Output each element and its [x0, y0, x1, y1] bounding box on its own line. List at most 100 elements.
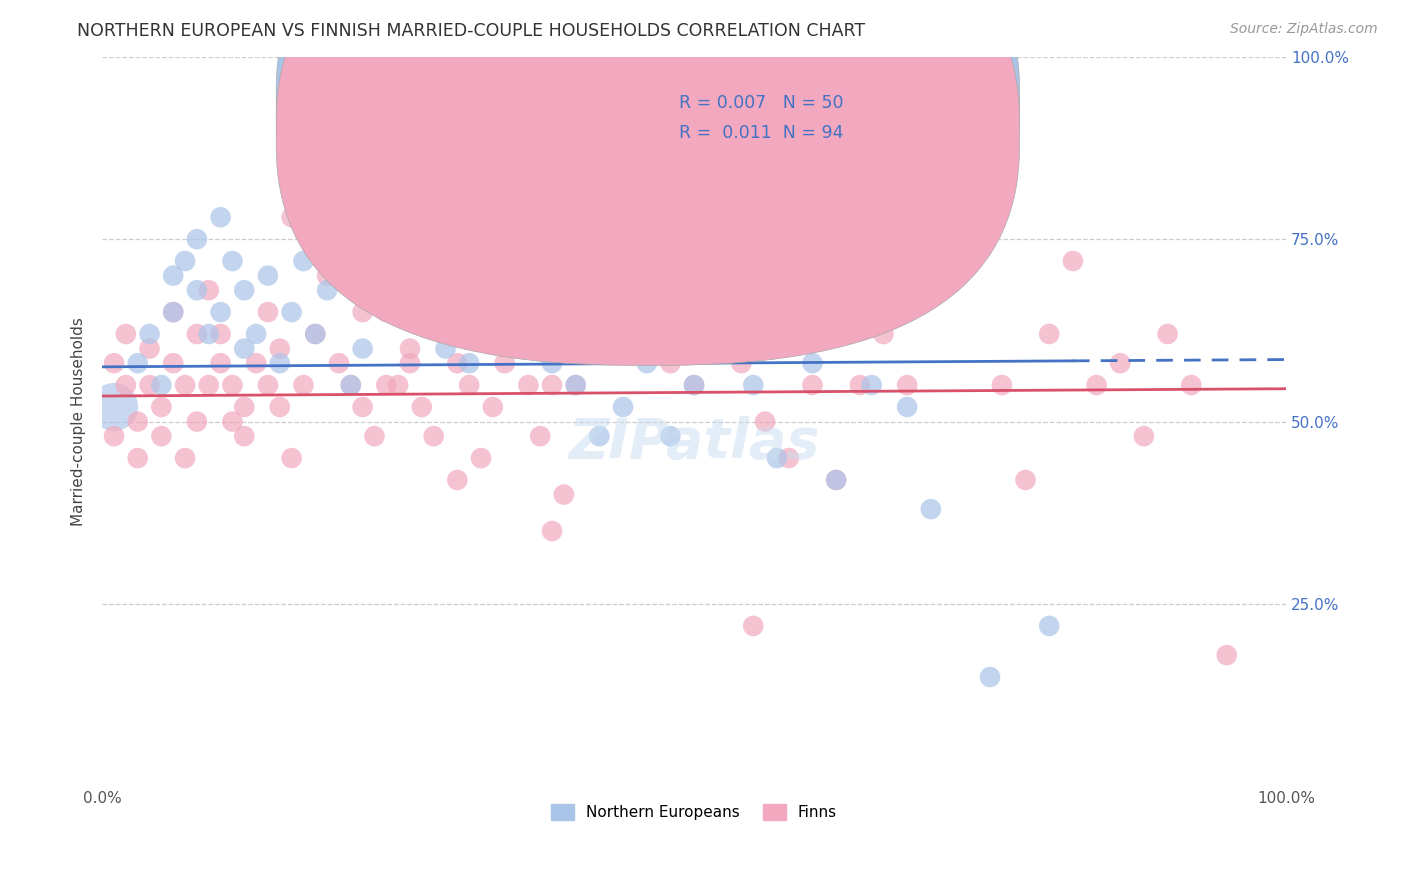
Point [683, 378, 706, 392]
Point [1014, 473, 1036, 487]
Point [517, 342, 540, 356]
Point [979, 670, 1001, 684]
Point [1062, 254, 1084, 268]
Point [564, 378, 586, 392]
Point [446, 254, 468, 268]
Point [352, 342, 374, 356]
Point [612, 400, 634, 414]
Point [233, 400, 256, 414]
Point [411, 400, 433, 414]
Point [411, 305, 433, 319]
Point [197, 283, 219, 297]
Point [778, 451, 800, 466]
Point [340, 108, 363, 122]
Point [399, 342, 422, 356]
Point [280, 305, 302, 319]
Point [446, 356, 468, 370]
Point [103, 400, 125, 414]
Point [458, 356, 481, 370]
Point [186, 415, 208, 429]
Point [659, 429, 682, 443]
Point [494, 326, 516, 341]
Point [304, 326, 326, 341]
Point [801, 378, 824, 392]
Point [304, 326, 326, 341]
Point [209, 326, 232, 341]
Point [1085, 378, 1108, 392]
Point [352, 400, 374, 414]
Point [174, 254, 197, 268]
Point [742, 378, 765, 392]
Text: R = 0.007   N = 50: R = 0.007 N = 50 [679, 94, 844, 112]
Point [209, 211, 232, 225]
Point [636, 254, 658, 268]
Point [612, 283, 634, 297]
Point [269, 356, 291, 370]
Point [245, 326, 267, 341]
Point [920, 502, 942, 516]
Point [103, 356, 125, 370]
Point [1133, 429, 1156, 443]
Point [458, 378, 481, 392]
Point [683, 378, 706, 392]
Point [1156, 326, 1178, 341]
Point [494, 356, 516, 370]
Point [860, 378, 883, 392]
Point [659, 356, 682, 370]
Point [363, 429, 385, 443]
FancyBboxPatch shape [276, 0, 1019, 366]
Point [1109, 356, 1132, 370]
FancyBboxPatch shape [612, 71, 872, 162]
Point [541, 524, 564, 538]
Point [328, 254, 350, 268]
Point [186, 283, 208, 297]
Point [553, 487, 575, 501]
Point [340, 378, 363, 392]
Point [340, 378, 363, 392]
Point [150, 429, 173, 443]
Point [470, 283, 492, 297]
Point [494, 305, 516, 319]
Point [446, 473, 468, 487]
Point [967, 195, 990, 210]
Text: R =  0.011  N = 94: R = 0.011 N = 94 [679, 124, 844, 143]
Point [399, 356, 422, 370]
Point [150, 400, 173, 414]
Point [375, 378, 398, 392]
Point [186, 326, 208, 341]
Text: Source: ZipAtlas.com: Source: ZipAtlas.com [1230, 22, 1378, 37]
Point [588, 429, 610, 443]
Point [943, 232, 966, 246]
Point [588, 326, 610, 341]
Point [991, 378, 1014, 392]
Point [636, 356, 658, 370]
Point [517, 326, 540, 341]
Point [434, 195, 457, 210]
Point [209, 305, 232, 319]
Point [766, 451, 789, 466]
Point [233, 342, 256, 356]
Point [316, 283, 339, 297]
Point [127, 415, 149, 429]
Point [162, 305, 184, 319]
Point [233, 429, 256, 443]
Point [280, 451, 302, 466]
Point [849, 378, 872, 392]
Point [872, 326, 894, 341]
Point [825, 473, 848, 487]
Point [221, 254, 243, 268]
Point [434, 342, 457, 356]
Point [280, 211, 302, 225]
Point [269, 400, 291, 414]
Point [505, 326, 527, 341]
Point [138, 378, 160, 392]
Point [1180, 378, 1202, 392]
Point [304, 181, 326, 195]
Point [197, 378, 219, 392]
Point [482, 400, 505, 414]
Point [706, 305, 728, 319]
Point [115, 378, 138, 392]
Point [292, 378, 315, 392]
Point [742, 619, 765, 633]
Point [564, 378, 586, 392]
